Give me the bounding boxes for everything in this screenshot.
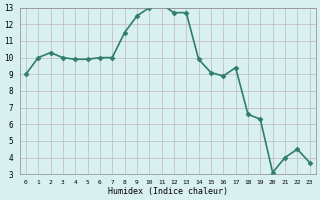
X-axis label: Humidex (Indice chaleur): Humidex (Indice chaleur) xyxy=(108,187,228,196)
